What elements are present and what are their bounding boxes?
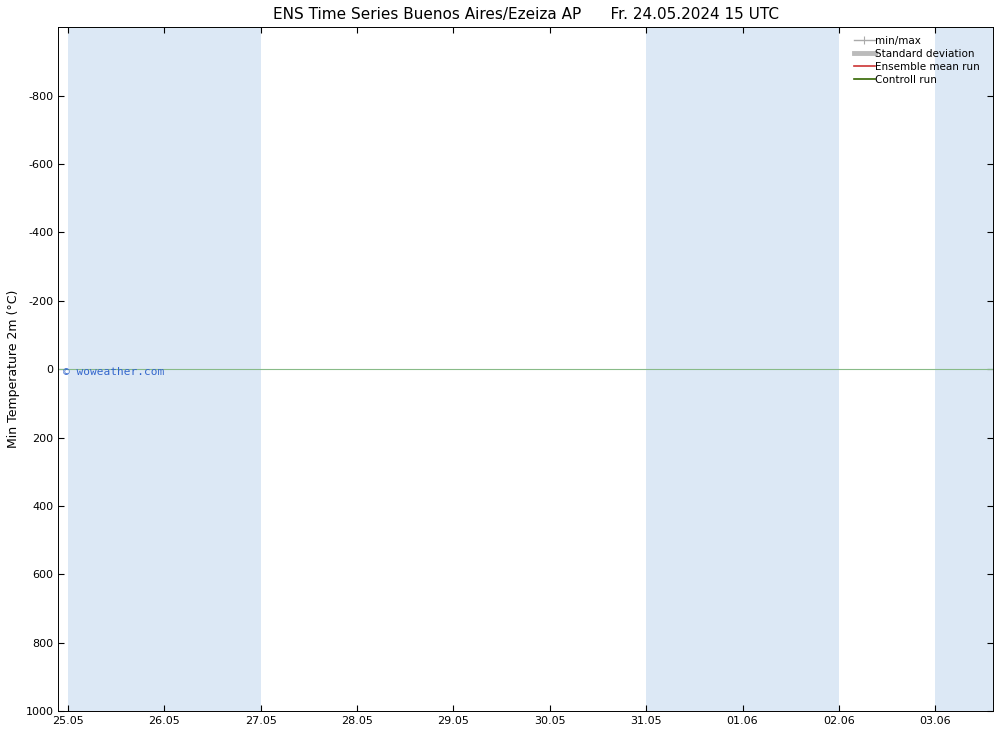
Title: ENS Time Series Buenos Aires/Ezeiza AP      Fr. 24.05.2024 15 UTC: ENS Time Series Buenos Aires/Ezeiza AP F… xyxy=(273,7,779,22)
Bar xyxy=(935,27,1000,711)
Bar xyxy=(743,27,839,711)
Bar xyxy=(164,27,261,711)
Bar xyxy=(646,27,743,711)
Legend: min/max, Standard deviation, Ensemble mean run, Controll run: min/max, Standard deviation, Ensemble me… xyxy=(851,32,988,88)
Bar xyxy=(68,27,164,711)
Y-axis label: Min Temperature 2m (°C): Min Temperature 2m (°C) xyxy=(7,290,20,449)
Text: © woweather.com: © woweather.com xyxy=(63,367,164,377)
